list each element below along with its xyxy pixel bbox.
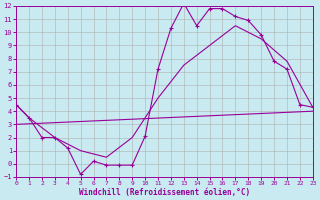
X-axis label: Windchill (Refroidissement éolien,°C): Windchill (Refroidissement éolien,°C) [79, 188, 250, 197]
